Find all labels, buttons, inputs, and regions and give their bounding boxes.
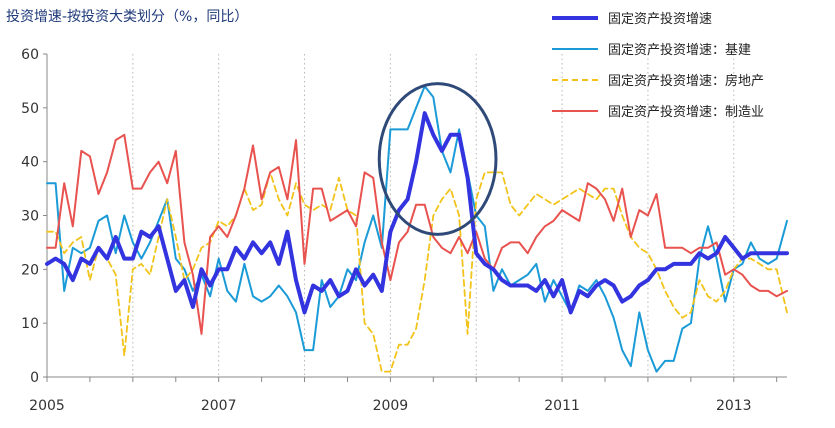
series-lines [45, 85, 789, 373]
series-line-3 [46, 133, 788, 335]
series-line-2 [46, 171, 788, 373]
axes: 0 10 20 30 40 50 60 2005 2007 2009 2011 2013 [21, 47, 787, 414]
legend-label: 固定资产投资增速：制造业 [608, 104, 764, 120]
legend-label: 固定资产投资增速：房地产 [608, 73, 764, 89]
y-tick-label: 50 [21, 101, 39, 117]
y-tick-label: 0 [30, 370, 39, 386]
x-tick-label: 2013 [716, 398, 752, 414]
annotations [377, 82, 498, 236]
legend-label: 固定资产投资增速 [608, 11, 712, 27]
y-tick-label: 10 [21, 316, 39, 332]
series-line-1 [46, 85, 788, 373]
y-tick-label: 30 [21, 209, 39, 225]
x-tick-label: 2011 [544, 398, 580, 414]
y-tick-label: 60 [21, 47, 39, 63]
x-tick-label: 2007 [201, 398, 237, 414]
highlight-ellipse [377, 82, 498, 236]
x-tick-label: 2009 [373, 398, 409, 414]
chart-title: 投资增速-按投资大类划分（%，同比） [6, 9, 249, 25]
y-tick-label: 40 [21, 155, 39, 171]
legend-label: 固定资产投资增速：基建 [608, 42, 751, 58]
legend: 固定资产投资增速固定资产投资增速：基建固定资产投资增速：房地产固定资产投资增速：… [552, 11, 764, 120]
x-tick-label: 2005 [29, 398, 65, 414]
series-line-0 [45, 111, 789, 315]
y-tick-label: 20 [21, 262, 39, 278]
